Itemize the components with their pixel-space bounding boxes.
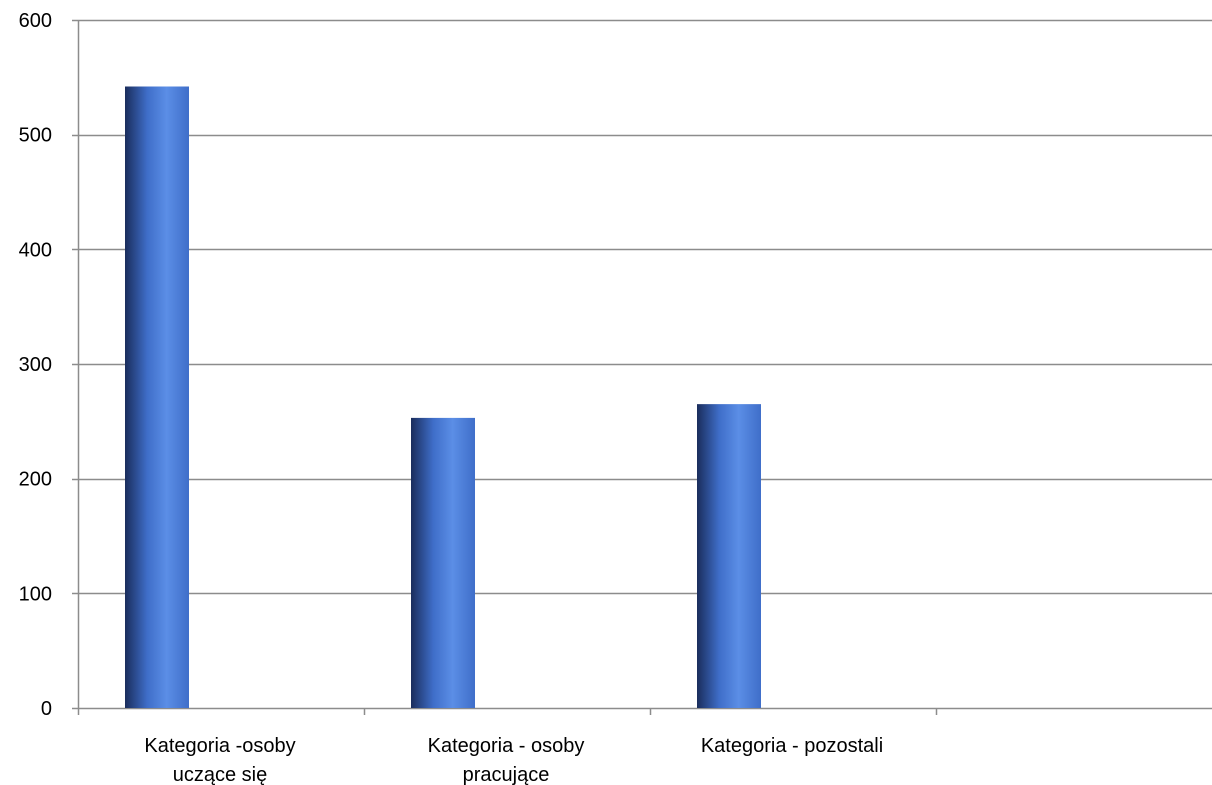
y-tick-label: 600	[19, 10, 52, 32]
x-tick-label: Kategoria -osoby uczące się	[144, 735, 295, 785]
y-tick-label: 500	[19, 125, 52, 147]
y-tick-label: 100	[19, 583, 52, 605]
bar	[125, 86, 189, 709]
bar	[411, 417, 475, 708]
x-tick-label: Kategoria - pozostali	[701, 735, 883, 757]
gridlines	[78, 19, 1212, 595]
y-tick-label: 400	[19, 239, 52, 261]
x-tick-labels: Kategoria -osoby uczące się Kategoria - os…	[144, 735, 883, 785]
y-tick-labels: 0 100 200 300 400 500 600	[19, 10, 52, 720]
axes	[72, 19, 1212, 715]
y-tick-label: 300	[19, 354, 52, 376]
x-tick-label: Kategoria - osoby pracujące	[428, 735, 585, 785]
bars	[125, 86, 761, 709]
y-tick-label: 0	[41, 698, 52, 720]
y-tick-label: 200	[19, 469, 52, 491]
bar	[697, 404, 761, 708]
